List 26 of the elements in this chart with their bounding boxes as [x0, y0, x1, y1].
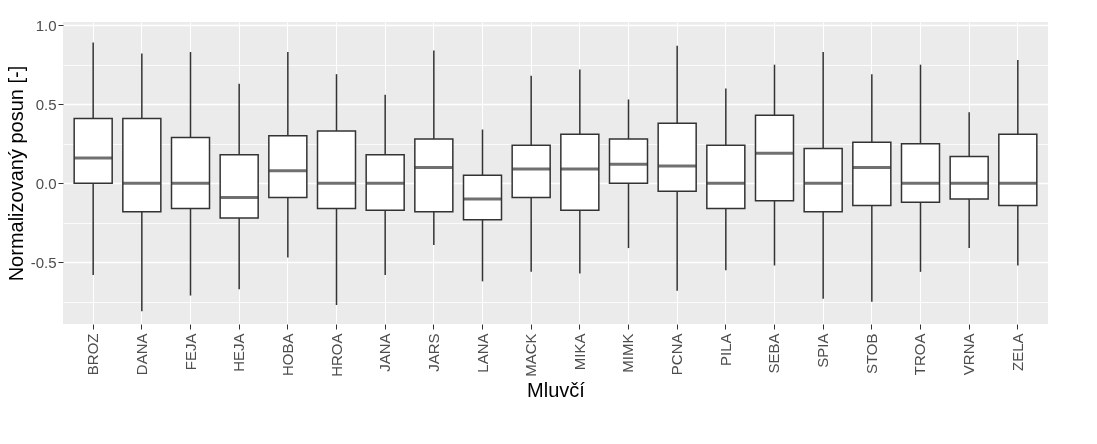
x-tick-label: MIMK — [619, 333, 637, 373]
x-tick-label: ZELA — [1008, 333, 1026, 372]
x-tick-label: MIKA — [570, 333, 588, 371]
y-tick-label: -0.5 — [30, 253, 57, 271]
x-tick-label: HROA — [327, 333, 345, 377]
x-tick-label: MACK — [522, 333, 540, 377]
x-tick-label: STOB — [862, 333, 880, 375]
y-tick-label: 0.5 — [35, 95, 57, 113]
x-tick-label: SPIA — [814, 333, 832, 368]
x-axis-title: Mluvčí — [527, 378, 586, 401]
x-tick-label: DANA — [132, 333, 150, 376]
x-tick-label: JARS — [424, 333, 442, 372]
y-tick-label: 0.0 — [35, 174, 57, 192]
x-tick-label: VRNA — [960, 333, 978, 376]
y-axis-title: Normalizovaný posun [-] — [4, 65, 27, 282]
x-tick-label: FEJA — [181, 333, 199, 371]
x-tick-label: TROA — [911, 333, 929, 376]
x-tick-label: JANA — [376, 333, 394, 372]
x-tick-label: BROZ — [84, 333, 102, 376]
x-tick-label: SEBA — [765, 333, 783, 374]
x-tick-label: PCNA — [668, 333, 686, 376]
x-tick-label: PILA — [716, 333, 734, 367]
x-tick-label: HOBA — [278, 333, 296, 377]
x-tick-label: HEJA — [230, 333, 248, 372]
y-tick-label: 1.0 — [35, 16, 57, 34]
x-tick-label: LANA — [473, 333, 491, 373]
